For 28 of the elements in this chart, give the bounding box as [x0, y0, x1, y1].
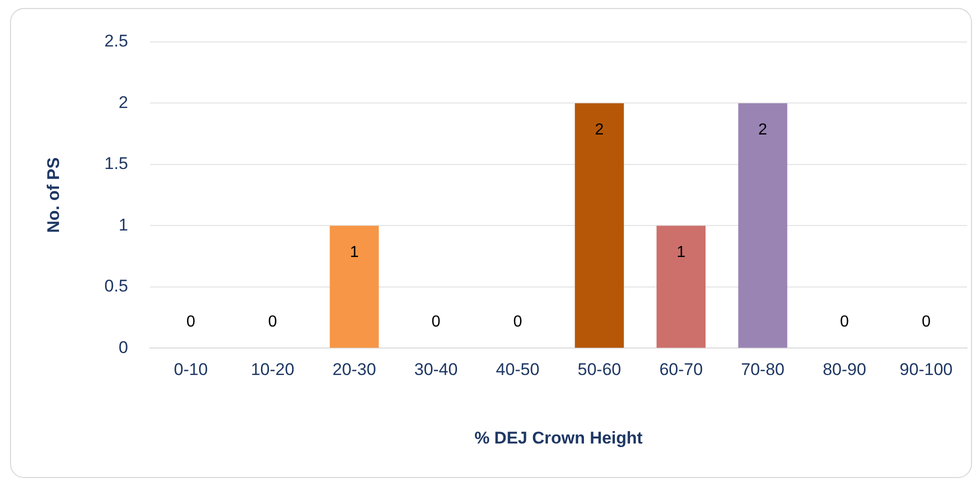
- data-label: 0: [513, 314, 522, 331]
- x-tick-label: 50-60: [578, 360, 622, 380]
- y-tick-label: 2: [118, 92, 128, 112]
- y-tick-label: 1: [118, 215, 128, 234]
- data-label: 1: [350, 244, 359, 262]
- data-label: 0: [268, 314, 278, 331]
- x-axis-title: % DEJ Crown Height: [474, 428, 643, 448]
- data-label: 0: [186, 314, 196, 331]
- x-tick-label: 20-30: [332, 360, 376, 380]
- y-axis-title: No. of PS: [44, 157, 63, 233]
- data-label: 0: [840, 314, 849, 331]
- data-label: 0: [922, 314, 931, 331]
- y-tick-label: 2.5: [104, 32, 128, 51]
- x-tick-label: 70-80: [741, 360, 784, 380]
- data-label: 1: [676, 244, 686, 262]
- data-label: 2: [594, 122, 604, 139]
- data-label: 2: [758, 122, 768, 139]
- x-tick-label: 0-10: [174, 360, 208, 380]
- x-tick-label: 30-40: [414, 360, 458, 380]
- data-label: 0: [432, 314, 441, 331]
- x-tick-label: 40-50: [496, 360, 540, 380]
- y-tick-label: 0.5: [104, 276, 128, 296]
- x-tick-label: 90-100: [900, 360, 953, 380]
- x-tick-label: 80-90: [822, 360, 866, 380]
- y-tick-label: 0: [118, 338, 128, 357]
- x-tick-label: 10-20: [250, 360, 294, 380]
- y-tick-label: 1.5: [104, 154, 128, 174]
- x-tick-label: 60-70: [659, 360, 703, 380]
